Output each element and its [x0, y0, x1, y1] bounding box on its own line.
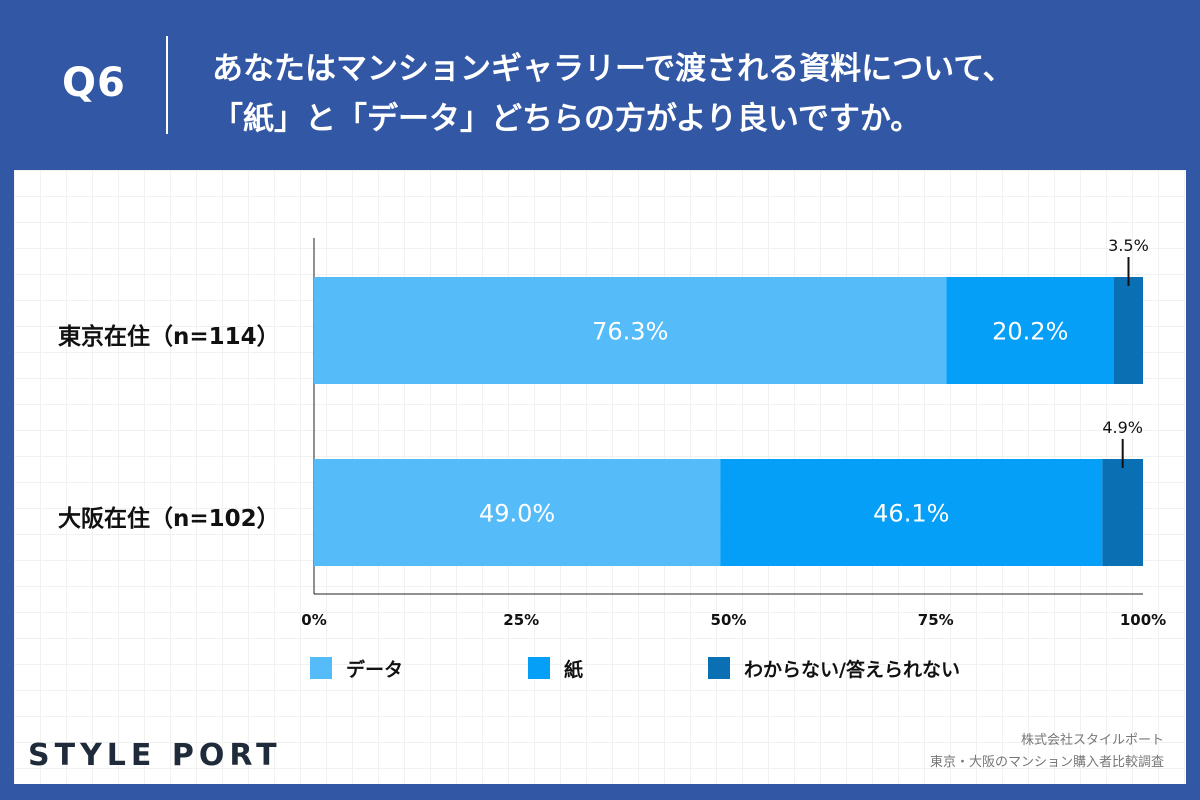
bar-segment: [720, 459, 1103, 566]
source-credit: 株式会社スタイルポート 東京・大阪のマンション購入者比較調査: [930, 730, 1164, 774]
legend-swatch-data: [310, 657, 332, 679]
x-tick-label: 100%: [1120, 611, 1166, 629]
x-tick-label: 0%: [301, 611, 326, 629]
question-header: Q6 あなたはマンションギャラリーで渡される資料について、 「紙」と「データ」ど…: [0, 0, 1200, 168]
legend-label-paper: 紙: [564, 658, 584, 681]
data-label: 76.3%: [592, 318, 668, 346]
question-number: Q6: [62, 60, 126, 106]
legend-item-data: データ: [310, 656, 404, 681]
question-line-1: あなたはマンションギャラリーで渡される資料について、: [212, 51, 1014, 87]
category-label-osaka: 大阪在住（n=102）: [58, 506, 280, 532]
bar-segment: [946, 277, 1114, 384]
x-tick-label: 25%: [503, 611, 539, 629]
bar-segment: [1113, 277, 1143, 384]
legend-label-data: データ: [346, 658, 404, 681]
legend-label-unknown: わからない/答えられない: [744, 658, 960, 681]
legend-swatch-paper: [528, 657, 550, 679]
source-survey: 東京・大阪のマンション購入者比較調査: [929, 755, 1164, 770]
source-company: 株式会社スタイルポート: [1020, 733, 1164, 748]
bar-segment: [314, 459, 721, 566]
bar-segment: [314, 277, 947, 384]
data-label: 20.2%: [992, 318, 1068, 346]
data-label: 4.9%: [1102, 418, 1143, 437]
x-tick-label: 75%: [918, 611, 954, 629]
legend-item-paper: 紙: [528, 656, 584, 681]
legend-item-unknown: わからない/答えられない: [708, 656, 960, 681]
data-label: 46.1%: [873, 500, 949, 528]
legend-swatch-unknown: [708, 657, 730, 679]
style-port-logo: STYLE PORT: [28, 738, 282, 773]
category-label-tokyo: 東京在住（n=114）: [58, 324, 280, 350]
header-divider: [166, 36, 168, 134]
question-text: あなたはマンションギャラリーで渡される資料について、 「紙」と「データ」どちらの…: [212, 44, 1152, 144]
data-label: 49.0%: [479, 500, 555, 528]
x-tick-label: 50%: [711, 611, 747, 629]
data-label: 3.5%: [1108, 236, 1149, 255]
question-line-2: 「紙」と「データ」どちらの方がより良いですか。: [212, 101, 922, 137]
bar-segment: [1102, 459, 1143, 566]
